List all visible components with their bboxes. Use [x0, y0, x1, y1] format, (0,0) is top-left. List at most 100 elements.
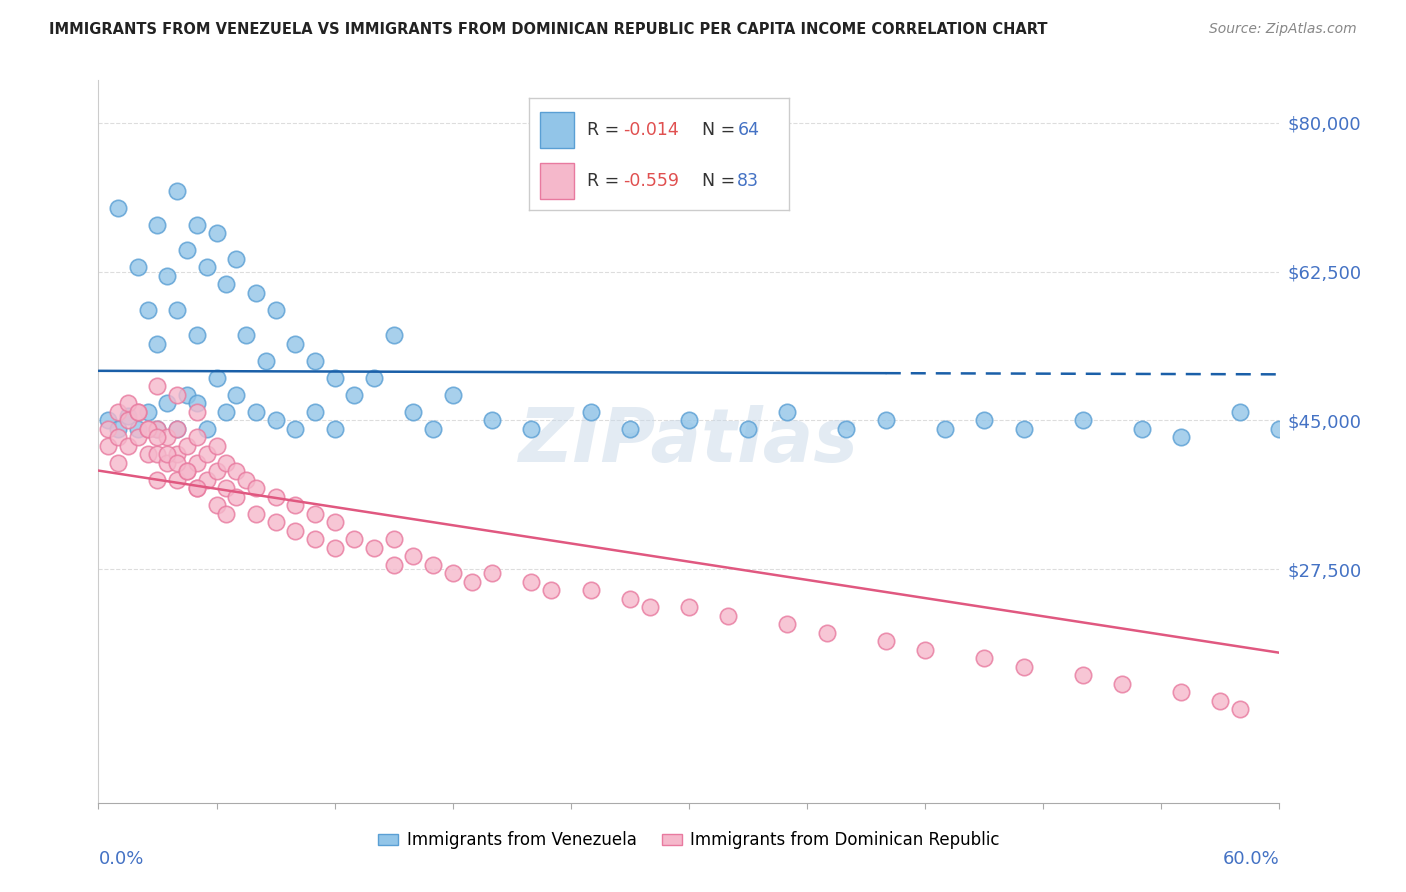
Point	[678, 600, 700, 615]
Point	[520, 574, 543, 589]
Point	[402, 405, 425, 419]
Point	[402, 549, 425, 564]
Point	[166, 184, 188, 198]
Point	[225, 388, 247, 402]
Point	[875, 634, 897, 648]
Point	[737, 422, 759, 436]
Point	[776, 617, 799, 632]
Point	[481, 566, 503, 581]
Point	[117, 439, 139, 453]
Point	[540, 583, 562, 598]
Point	[117, 413, 139, 427]
Point	[127, 422, 149, 436]
Point	[1170, 430, 1192, 444]
Point	[136, 405, 159, 419]
Point	[195, 447, 218, 461]
Point	[323, 371, 346, 385]
Point	[186, 456, 208, 470]
Point	[215, 277, 238, 292]
Point	[166, 473, 188, 487]
Point	[127, 405, 149, 419]
Point	[1012, 422, 1035, 436]
Point	[1209, 694, 1232, 708]
Point	[264, 302, 287, 317]
Point	[619, 422, 641, 436]
Point	[146, 430, 169, 444]
Point	[186, 430, 208, 444]
Point	[117, 409, 139, 423]
Point	[166, 422, 188, 436]
Point	[107, 456, 129, 470]
Point	[156, 396, 179, 410]
Point	[205, 464, 228, 478]
Point	[304, 507, 326, 521]
Point	[215, 405, 238, 419]
Point	[176, 464, 198, 478]
Point	[363, 541, 385, 555]
Point	[638, 600, 661, 615]
Point	[107, 422, 129, 436]
Point	[461, 574, 484, 589]
Point	[225, 464, 247, 478]
Text: IMMIGRANTS FROM VENEZUELA VS IMMIGRANTS FROM DOMINICAN REPUBLIC PER CAPITA INCOM: IMMIGRANTS FROM VENEZUELA VS IMMIGRANTS …	[49, 22, 1047, 37]
Point	[215, 507, 238, 521]
Point	[343, 533, 366, 547]
Point	[97, 439, 120, 453]
Point	[717, 608, 740, 623]
Point	[205, 498, 228, 512]
Point	[235, 328, 257, 343]
Point	[1012, 660, 1035, 674]
Point	[382, 533, 405, 547]
Point	[117, 396, 139, 410]
Point	[382, 328, 405, 343]
Point	[186, 481, 208, 495]
Point	[186, 328, 208, 343]
Point	[136, 422, 159, 436]
Point	[1170, 685, 1192, 699]
Point	[815, 625, 838, 640]
Point	[914, 642, 936, 657]
Point	[422, 422, 444, 436]
Point	[382, 558, 405, 572]
Text: 0.0%: 0.0%	[98, 849, 143, 868]
Point	[264, 516, 287, 530]
Point	[1071, 668, 1094, 682]
Point	[1111, 677, 1133, 691]
Point	[304, 353, 326, 368]
Point	[127, 405, 149, 419]
Point	[776, 405, 799, 419]
Point	[619, 591, 641, 606]
Point	[323, 541, 346, 555]
Point	[225, 252, 247, 266]
Point	[284, 336, 307, 351]
Point	[186, 218, 208, 232]
Point	[176, 439, 198, 453]
Point	[1130, 422, 1153, 436]
Point	[254, 353, 277, 368]
Point	[176, 244, 198, 258]
Point	[678, 413, 700, 427]
Point	[136, 422, 159, 436]
Point	[146, 473, 169, 487]
Point	[579, 583, 602, 598]
Point	[146, 218, 169, 232]
Point	[245, 507, 267, 521]
Point	[363, 371, 385, 385]
Point	[166, 456, 188, 470]
Point	[127, 430, 149, 444]
Point	[579, 405, 602, 419]
Point	[107, 201, 129, 215]
Point	[146, 447, 169, 461]
Point	[343, 388, 366, 402]
Point	[1229, 702, 1251, 716]
Point	[441, 388, 464, 402]
Point	[1268, 422, 1291, 436]
Point	[245, 405, 267, 419]
Text: ZIPatlas: ZIPatlas	[519, 405, 859, 478]
Text: Source: ZipAtlas.com: Source: ZipAtlas.com	[1209, 22, 1357, 37]
Point	[481, 413, 503, 427]
Point	[176, 464, 198, 478]
Point	[323, 516, 346, 530]
Point	[195, 422, 218, 436]
Point	[235, 473, 257, 487]
